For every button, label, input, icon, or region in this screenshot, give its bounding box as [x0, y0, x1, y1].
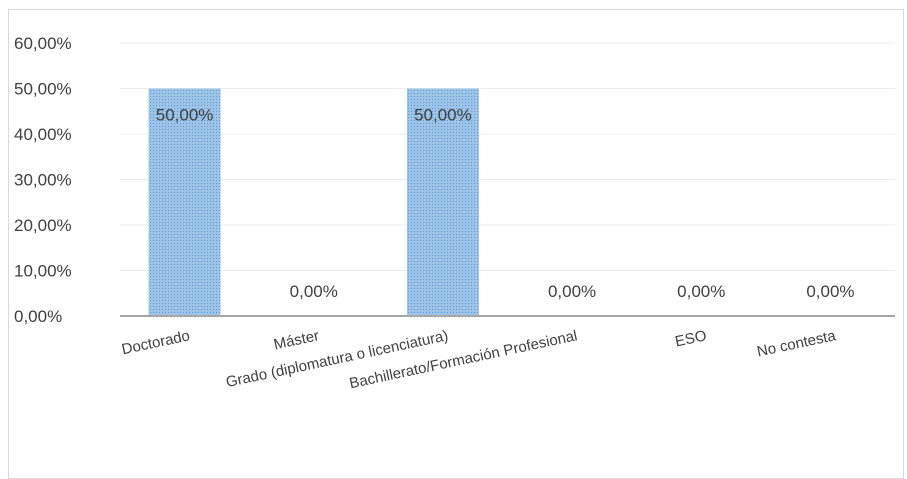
category-label: Bachillerato/Formación Profesional [348, 327, 579, 392]
data-label: 0,00% [806, 282, 854, 301]
data-label: 0,00% [290, 282, 338, 301]
y-tick-label: 40,00% [14, 125, 72, 144]
y-tick-label: 20,00% [14, 216, 72, 235]
data-label: 50,00% [414, 106, 472, 125]
data-label: 50,00% [156, 106, 214, 125]
data-labels: 50,00% 0,00% 50,00% 0,00% 0,00% 0,00% [156, 106, 855, 302]
y-axis-ticks: 0,00% 10,00% 20,00% 30,00% 40,00% 50,00% 60,00… [14, 34, 72, 326]
gridlines [120, 42, 895, 271]
data-label: 0,00% [548, 282, 596, 301]
category-label: Doctorado [120, 327, 191, 358]
category-label: Grado (diplomatura o licenciatura) [224, 327, 449, 391]
category-label: ESO [674, 327, 709, 350]
category-label: Máster [272, 327, 320, 353]
y-tick-label: 50,00% [14, 80, 72, 99]
y-tick-label: 10,00% [14, 262, 72, 281]
bar [406, 88, 479, 316]
data-label: 0,00% [677, 282, 725, 301]
y-tick-label: 60,00% [14, 34, 72, 53]
category-label: No contesta [755, 327, 837, 360]
bars [148, 88, 479, 316]
y-tick-label: 30,00% [14, 171, 72, 190]
bar [148, 88, 221, 316]
y-tick-label: 0,00% [14, 307, 62, 326]
